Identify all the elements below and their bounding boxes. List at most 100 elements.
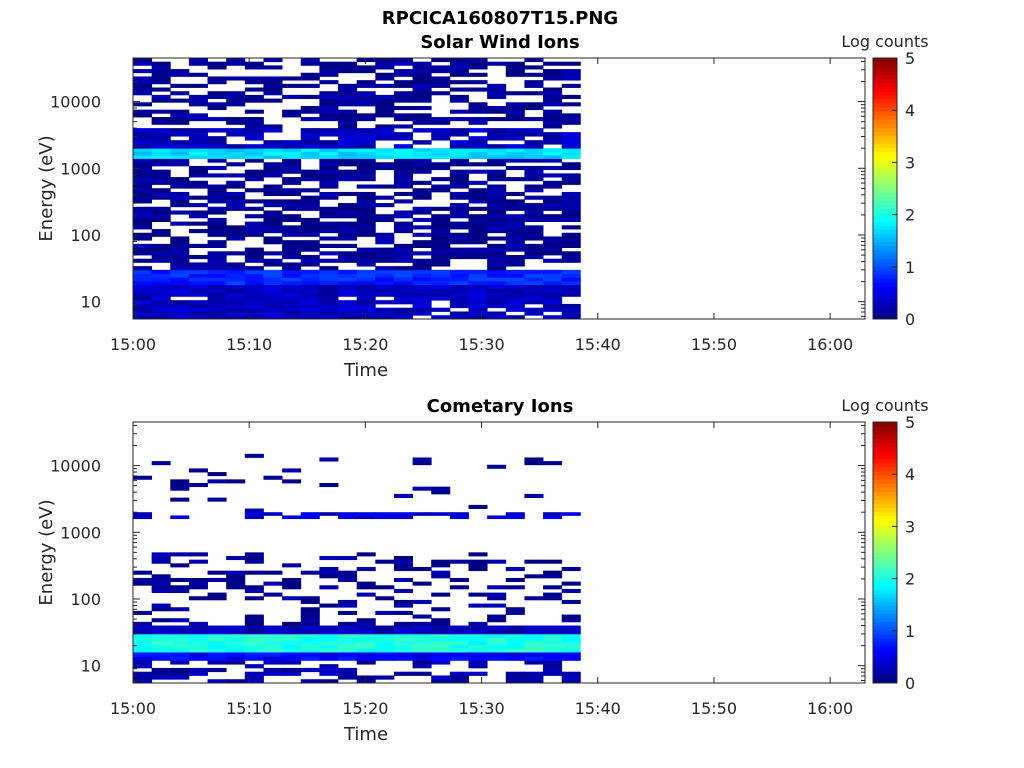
heatmap-cell <box>244 588 264 593</box>
heatmap-cell <box>561 180 581 185</box>
heatmap-cell <box>300 225 320 230</box>
heatmap-cell <box>188 559 208 564</box>
heatmap-cell <box>338 169 358 174</box>
heatmap-cell <box>207 633 227 638</box>
heatmap-cell <box>263 151 283 156</box>
heatmap-cell <box>188 195 208 200</box>
heatmap-cell <box>263 303 283 309</box>
heatmap-cell <box>244 508 264 513</box>
heatmap-cell <box>375 625 395 631</box>
colorbar-step <box>873 86 897 92</box>
heatmap-cell <box>300 76 320 81</box>
heatmap-cell <box>319 169 339 174</box>
heatmap-cell <box>244 679 264 684</box>
heatmap-cell <box>133 206 153 211</box>
heatmap-cell <box>449 144 469 149</box>
heatmap-cell <box>449 69 469 74</box>
heatmap-cell <box>468 566 488 572</box>
heatmap-cell <box>543 284 563 289</box>
heatmap-cell <box>300 232 320 237</box>
heatmap-cell <box>263 667 283 673</box>
heatmap-cell <box>393 637 413 642</box>
heatmap-cell <box>449 296 469 301</box>
heatmap-cell <box>543 307 563 312</box>
heatmap-cell <box>505 240 525 245</box>
heatmap-cell <box>449 255 469 260</box>
heatmap-cell <box>226 288 246 293</box>
heatmap-cell <box>338 214 358 219</box>
heatmap-cell <box>412 72 432 77</box>
heatmap-cell <box>468 151 488 156</box>
heatmap-cell <box>188 648 208 653</box>
heatmap-cell <box>561 117 581 122</box>
heatmap-cell <box>244 188 264 193</box>
heatmap-cell <box>524 188 544 193</box>
heatmap-cell <box>356 512 376 516</box>
heatmap-cell <box>300 195 320 200</box>
heatmap-cell <box>468 195 488 200</box>
heatmap-cell <box>263 570 283 575</box>
heatmap-cell <box>468 603 488 608</box>
heatmap-cell <box>412 581 432 586</box>
heatmap-cell <box>356 633 376 638</box>
colorbar-step <box>873 274 897 279</box>
heatmap-cell <box>431 625 451 631</box>
heatmap-cell <box>244 229 264 234</box>
heatmap-cell <box>188 148 208 153</box>
heatmap-cell <box>300 61 320 66</box>
heatmap-cell <box>543 515 563 520</box>
heatmap-cell <box>244 671 264 676</box>
heatmap-cell <box>431 120 451 125</box>
heatmap-cell <box>487 656 507 661</box>
heatmap-cell <box>449 311 469 316</box>
heatmap-cell <box>412 296 432 301</box>
heatmap-cell <box>151 303 171 309</box>
colorbar-step <box>873 515 897 521</box>
heatmap-cell <box>188 214 208 219</box>
heatmap-cell <box>375 585 395 590</box>
heatmap-cell <box>188 303 208 309</box>
heatmap-cells <box>133 453 581 684</box>
heatmap-cell <box>393 515 413 520</box>
heatmap-cell <box>133 113 153 118</box>
heatmap-cell <box>561 255 581 260</box>
heatmap-cell <box>449 280 469 286</box>
heatmap-cell <box>133 80 153 85</box>
y-tick-label: 10000 <box>50 457 101 476</box>
heatmap-cell <box>338 671 358 676</box>
heatmap-cell <box>188 243 208 248</box>
heatmap-cell <box>431 240 451 245</box>
heatmap-cell <box>207 188 227 193</box>
heatmap-cell <box>505 165 525 171</box>
heatmap-cell <box>393 577 413 583</box>
heatmap-cell <box>524 105 544 111</box>
heatmap-cell <box>226 206 246 211</box>
heatmap-cell <box>524 155 544 159</box>
heatmap-cell <box>468 251 488 256</box>
heatmap-cell <box>412 660 432 665</box>
heatmap-cell <box>561 148 581 153</box>
heatmap-cell <box>393 269 413 274</box>
heatmap-cell <box>133 247 153 252</box>
heatmap-cell <box>207 596 227 601</box>
heatmap-cell <box>282 140 302 145</box>
heatmap-cell <box>263 221 283 226</box>
heatmap-cell <box>468 61 488 66</box>
heatmap-cell <box>356 625 376 631</box>
heatmap-cell <box>188 652 208 657</box>
heatmap-cell <box>356 296 376 301</box>
heatmap-cell <box>338 124 358 129</box>
heatmap-cell <box>449 247 469 252</box>
colorbar-step <box>873 662 897 668</box>
heatmap-cell <box>505 91 525 96</box>
heatmap-cell <box>431 652 451 657</box>
heatmap-cell <box>524 280 544 286</box>
heatmap-cell <box>282 148 302 153</box>
x-tick-label: 16:00 <box>807 335 853 354</box>
heatmap-cell <box>524 83 544 88</box>
colorbar-step <box>873 90 897 96</box>
heatmap-cell <box>170 262 190 267</box>
heatmap-cell <box>561 69 581 74</box>
heatmap-cell <box>338 236 358 241</box>
heatmap-cell <box>263 210 283 215</box>
